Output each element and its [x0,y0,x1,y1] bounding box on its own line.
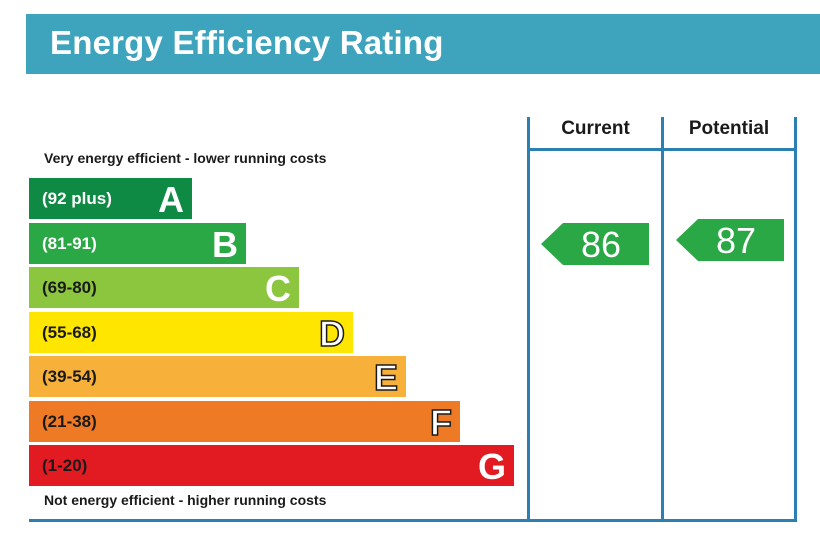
band-letter: B [212,224,238,265]
column-header-potential: Potential [688,118,770,139]
band-f: (21-38) F [29,401,460,444]
band-letter: F [429,401,453,444]
chart-title: Energy Efficiency Rating [50,24,444,61]
caption-bottom: Not energy efficient - higher running co… [44,492,327,508]
frame-line-right [794,117,797,522]
band-range-label: (55-68) [42,323,97,342]
band-c: (69-80) C [29,267,299,309]
potential-rating-arrow: 87 [676,219,784,261]
band-range-label: (92 plus) [42,189,112,208]
band-g: (1-20) G [29,445,514,487]
frame-line-middle [661,117,664,522]
band-letter: D [318,312,346,355]
band-range-label: (21-38) [42,412,97,431]
band-range-label: (39-54) [42,367,97,386]
title-bar: Energy Efficiency Rating [26,14,820,74]
current-rating-arrow: 86 [541,223,649,265]
band-letter: A [158,179,184,220]
caption-top: Very energy efficient - lower running co… [44,150,327,166]
frame-line-left [527,117,530,522]
band-range-label: (1-20) [42,456,88,475]
band-b: (81-91) B [29,223,246,265]
column-header-current: Current [561,118,630,139]
frame-line-header [527,148,797,151]
frame-line-bottom [29,519,797,522]
band-d: (55-68) D [29,312,353,355]
potential-rating-value: 87 [715,220,757,261]
potential-arrow-shape [676,219,784,261]
band-letter: C [265,268,291,309]
current-rating-value: 86 [580,224,622,265]
band-e: (39-54) E [29,356,406,399]
band-letter: G [477,446,506,487]
band-letter: E [373,356,399,399]
band-range-label: (81-91) [42,234,97,253]
band-range-label: (69-80) [42,278,97,297]
current-arrow-shape [541,223,649,265]
band-a: (92 plus) A [29,178,192,220]
